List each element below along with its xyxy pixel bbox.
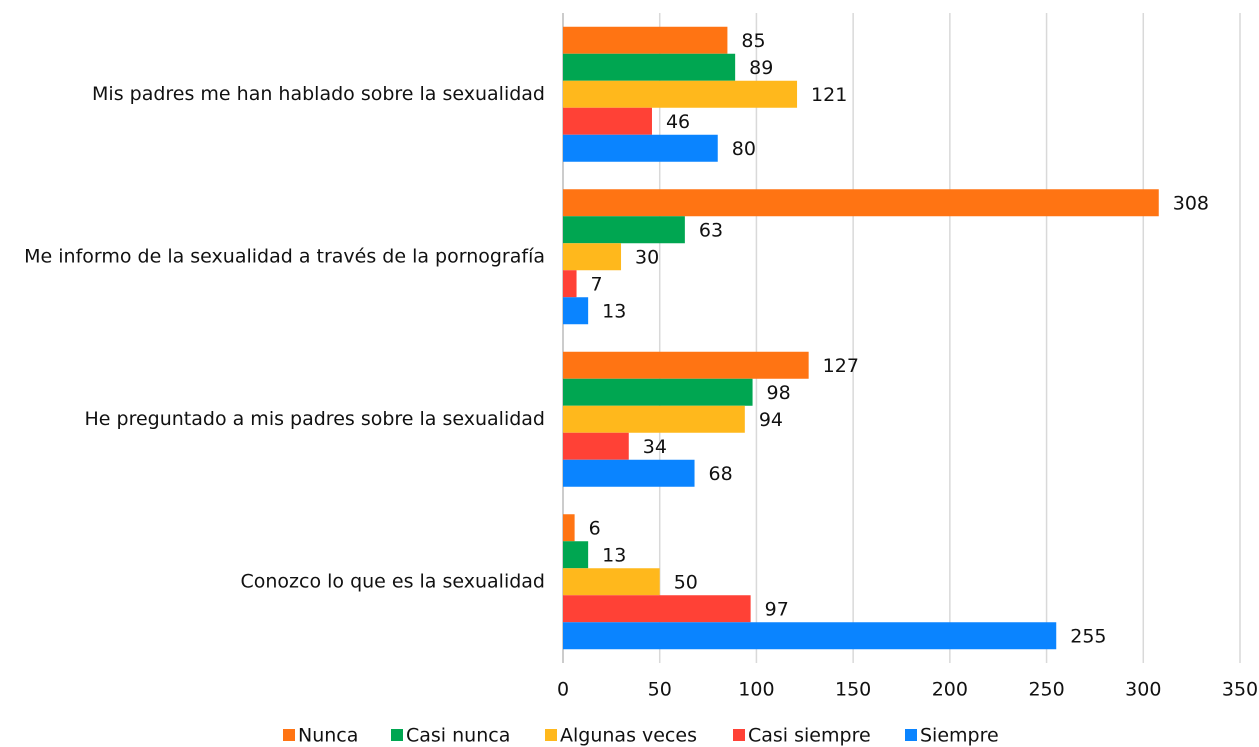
legend-swatch <box>905 729 917 741</box>
bar <box>563 53 736 81</box>
bar <box>563 189 1159 217</box>
legend-swatch <box>545 729 557 741</box>
x-tick-label: 350 <box>1222 679 1258 701</box>
bar <box>563 26 728 54</box>
bar <box>563 459 695 487</box>
data-label: 85 <box>741 30 765 52</box>
data-label: 50 <box>674 571 698 593</box>
bar <box>563 351 809 379</box>
legend-label: Siempre <box>920 725 999 747</box>
legend-swatch <box>733 729 745 741</box>
x-tick-label: 50 <box>648 679 672 701</box>
data-label: 89 <box>749 57 773 79</box>
category-label: He preguntado a mis padres sobre la sexu… <box>85 408 546 430</box>
legend-label: Algunas veces <box>560 725 697 747</box>
bar <box>563 432 629 460</box>
bar <box>563 595 751 623</box>
data-label: 121 <box>811 84 847 106</box>
x-tick-label: 300 <box>1125 679 1161 701</box>
data-label: 94 <box>759 409 783 431</box>
bar <box>563 134 718 162</box>
data-label: 7 <box>591 273 603 295</box>
data-label: 13 <box>602 300 626 322</box>
x-tick-label: 100 <box>738 679 774 701</box>
data-label: 98 <box>767 382 791 404</box>
data-label: 34 <box>643 436 667 458</box>
legend-label: Nunca <box>298 725 358 747</box>
data-label: 127 <box>823 355 859 377</box>
category-label: Mis padres me han hablado sobre la sexua… <box>92 83 545 105</box>
bar <box>563 107 652 135</box>
bar <box>563 216 685 244</box>
bar <box>563 243 622 271</box>
x-tick-label: 250 <box>1028 679 1064 701</box>
category-label: Conozco lo que es la sexualidad <box>240 570 545 592</box>
bar <box>563 622 1057 650</box>
bar <box>563 297 589 325</box>
data-label: 30 <box>635 246 659 268</box>
bar <box>563 541 589 569</box>
x-tick-label: 200 <box>932 679 968 701</box>
bar <box>563 568 660 596</box>
data-label: 80 <box>732 138 756 160</box>
data-label: 308 <box>1173 192 1209 214</box>
legend-label: Casi nunca <box>406 725 510 747</box>
data-label: 63 <box>699 219 723 241</box>
data-label: 46 <box>666 111 690 133</box>
bar <box>563 378 753 406</box>
bar <box>563 405 745 433</box>
data-label: 13 <box>602 544 626 566</box>
data-label: 255 <box>1070 625 1106 647</box>
category-label: Me informo de la sexualidad a través de … <box>24 245 545 267</box>
legend-swatch <box>391 729 403 741</box>
legend-label: Casi siempre <box>748 725 871 747</box>
data-label: 97 <box>765 598 789 620</box>
bar <box>563 270 577 298</box>
legend-swatch <box>283 729 295 741</box>
data-label: 68 <box>709 463 733 485</box>
x-tick-label: 0 <box>557 679 569 701</box>
bar <box>563 80 798 108</box>
data-label: 6 <box>589 517 601 539</box>
bar <box>563 514 575 542</box>
x-tick-label: 150 <box>835 679 871 701</box>
